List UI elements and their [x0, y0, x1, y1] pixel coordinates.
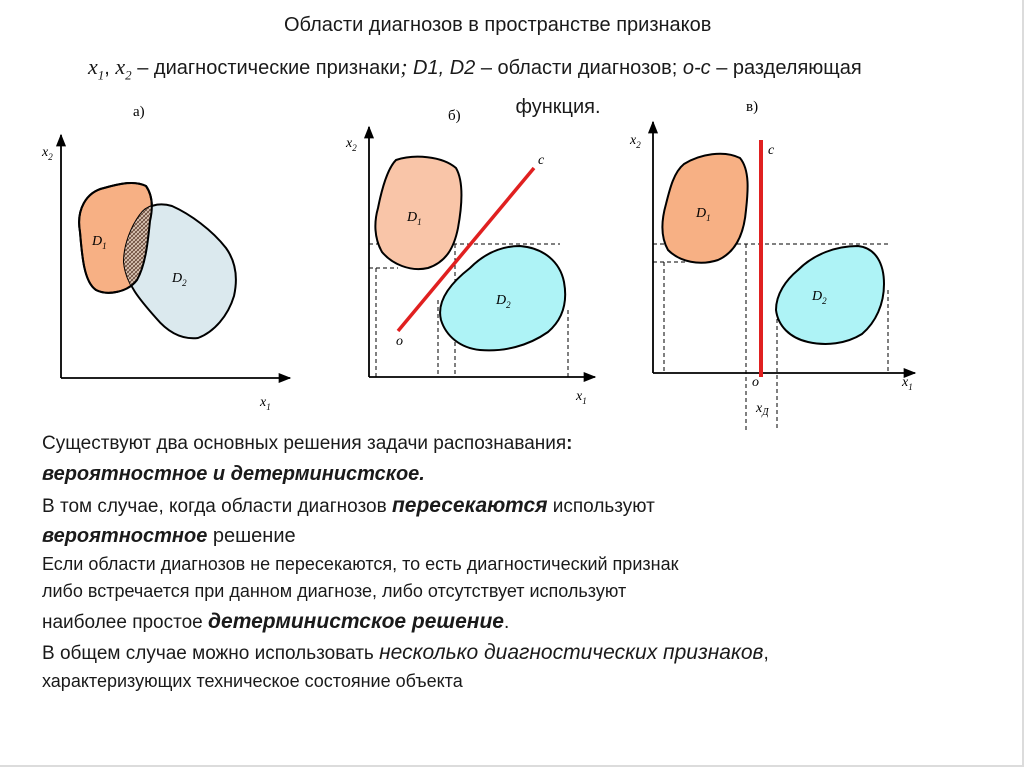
subtitle-divider: – разделяющая	[710, 57, 862, 79]
region-d1-b	[374, 155, 463, 270]
divider-b-start-label: o	[396, 334, 403, 349]
text-line-8: В общем случае можно использовать нескол…	[42, 641, 769, 664]
region-d2-b-label: D2	[495, 293, 511, 310]
region-d2-a-label: D2	[171, 271, 187, 288]
text-line-6: либо встречается при данном диагнозе, ли…	[42, 581, 627, 601]
divider-b-end-label: c	[538, 153, 545, 168]
text-line-9: характеризующих техническое состояние об…	[42, 671, 463, 691]
diagram-c-label: в)	[746, 99, 758, 115]
divider-line-b	[396, 166, 536, 333]
text-line-4: вероятностное решение	[42, 525, 296, 547]
region-d1-a-outline	[78, 181, 153, 294]
text-line-2: вероятностное и детерминистское.	[42, 463, 425, 485]
region-d1-c-label: D1	[695, 206, 711, 223]
subtitle-function: функция.	[515, 96, 601, 119]
highlight-several-features: несколько диагностических признаков	[379, 641, 764, 664]
text-line-1-colon: :	[566, 433, 573, 454]
diagram-a-x-label: x1	[259, 395, 271, 412]
diagram-a-y-label: x2	[41, 145, 53, 162]
threshold-label: xД	[755, 401, 769, 418]
diagram-a: а) x2 x1 D1 D2	[41, 104, 292, 412]
region-d1-a-label: D1	[91, 234, 107, 251]
region-d1-b-label: D1	[406, 210, 422, 227]
divider-c-end-label: c	[768, 143, 775, 158]
highlight-deterministic: детерминистское решение	[208, 610, 504, 633]
diagram-c-y-label: x2	[629, 133, 641, 150]
diagram-c-projections	[653, 243, 889, 430]
subtitle-separator: ;	[400, 54, 414, 79]
text-line-7: наиболее простое детерминистское решение…	[42, 610, 510, 633]
diagram-b-label: б)	[448, 108, 461, 124]
subtitle-regions: – области диагнозов;	[475, 57, 683, 79]
diagrams-canvas: а) x2 x1 D1 D2 б) x2 x1 o c D1 D2	[41, 99, 917, 430]
region-d1-c	[661, 152, 749, 264]
body-text: Существуют два основных решения задачи р…	[42, 428, 1002, 695]
slide-bottom-edge	[0, 765, 1024, 767]
region-d2-c	[774, 244, 886, 345]
d-names: D1, D2	[413, 57, 476, 79]
text-line-1: Существуют два основных решения задачи р…	[42, 433, 573, 454]
slide-title: Области диагнозов в пространстве признак…	[284, 14, 712, 36]
diagram-c: в) x2 x1 c o xД D1 D2	[629, 99, 917, 430]
highlight-probabilistic: вероятностное	[42, 525, 208, 547]
oc-symbol: o-c	[682, 57, 711, 79]
x1-symbol: x1	[88, 54, 105, 83]
slide-right-edge	[1022, 0, 1024, 767]
divider-c-start-label: o	[752, 375, 759, 390]
highlight-intersect: пересекаются	[391, 494, 548, 517]
diagram-b-x-label: x1	[575, 389, 587, 406]
text-line-5: Если области диагнозов не пересекаются, …	[42, 554, 679, 574]
subtitle-features: – диагностические признаки	[131, 57, 401, 79]
slide-subtitle: x1, x2 – диагностические признаки; D1, D…	[88, 50, 1008, 124]
diagram-a-label: а)	[133, 104, 145, 120]
text-line-3: В том случае, когда области диагнозов пе…	[42, 494, 655, 517]
diagram-b: б) x2 x1 o c D1 D2	[345, 108, 597, 406]
region-d2-c-label: D2	[811, 289, 827, 306]
x2-symbol: x2	[115, 54, 132, 83]
diagram-b-y-label: x2	[345, 136, 357, 153]
region-d2-b	[439, 244, 567, 352]
diagram-c-x-label: x1	[901, 375, 913, 392]
